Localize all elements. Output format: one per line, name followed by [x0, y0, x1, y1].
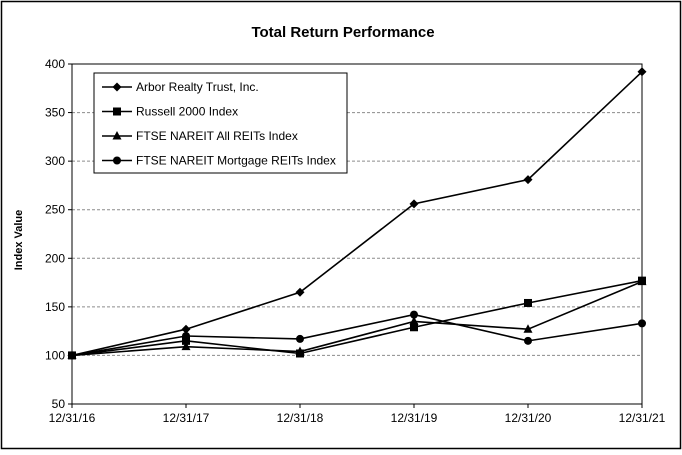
plot-area-border	[71, 63, 643, 405]
series-lines	[67, 67, 647, 360]
x-tick-label: 12/31/21	[619, 411, 666, 425]
data-point-square	[182, 336, 190, 345]
y-tick-label: 200	[45, 251, 65, 265]
legend-box	[93, 72, 348, 174]
y-tick-label: 400	[45, 57, 65, 71]
x-tick-label: 12/31/19	[391, 411, 438, 425]
series-line	[71, 279, 643, 357]
data-point-triangle	[181, 341, 191, 351]
data-point-diamond	[523, 175, 533, 185]
data-point-square	[524, 298, 532, 307]
series-line	[71, 313, 643, 357]
axes: 50 100 150 200 250 300 350 400 12/31/16 12/31/17 1…	[45, 57, 666, 425]
legend-label: Arbor Realty Trust, Inc.	[136, 80, 259, 94]
data-point-square	[410, 323, 418, 332]
data-point-triangle	[295, 346, 305, 356]
data-point-diamond	[295, 287, 305, 297]
x-tick-label: 12/31/20	[505, 411, 552, 425]
x-tick-label: 12/31/18	[277, 411, 324, 425]
legend: Arbor Realty Trust, Inc. Russell 2000 Ind…	[93, 72, 348, 174]
x-tick-label: 12/31/16	[49, 411, 96, 425]
legend-diamond-icon	[112, 82, 122, 92]
y-tick-label: 250	[45, 203, 65, 217]
data-point-diamond	[409, 199, 419, 209]
series-circle	[68, 310, 646, 360]
data-point-circle	[182, 332, 190, 340]
series-line	[71, 71, 643, 357]
data-point-circle	[68, 351, 76, 360]
data-point-circle	[524, 336, 532, 345]
data-point-circle	[638, 319, 646, 328]
y-axis-label: Index Value	[13, 210, 25, 271]
data-point-diamond	[637, 67, 647, 77]
legend-label: Russell 2000 Index	[136, 105, 238, 119]
data-point-diamond	[181, 324, 191, 334]
data-point-circle	[410, 310, 418, 319]
data-point-triangle	[409, 316, 419, 325]
chart-title: Total Return Performance	[251, 24, 434, 41]
y-tick-label: 100	[45, 348, 65, 362]
x-tick-label: 12/31/17	[163, 411, 210, 425]
y-tick-label: 50	[52, 397, 66, 411]
data-point-triangle	[637, 276, 647, 286]
legend-label: FTSE NAREIT Mortgage REITs Index	[136, 154, 336, 168]
y-tick-label: 150	[45, 300, 65, 314]
legend-triangle-icon	[112, 131, 122, 140]
data-point-circle	[296, 334, 304, 343]
legend-label: FTSE NAREIT All REITs Index	[136, 129, 298, 143]
legend-circle-icon	[113, 156, 121, 165]
y-tick-label: 300	[45, 154, 65, 168]
legend-square-icon	[113, 107, 121, 116]
data-point-triangle	[523, 324, 533, 333]
y-tick-label: 350	[45, 106, 65, 120]
series-line	[71, 280, 643, 357]
